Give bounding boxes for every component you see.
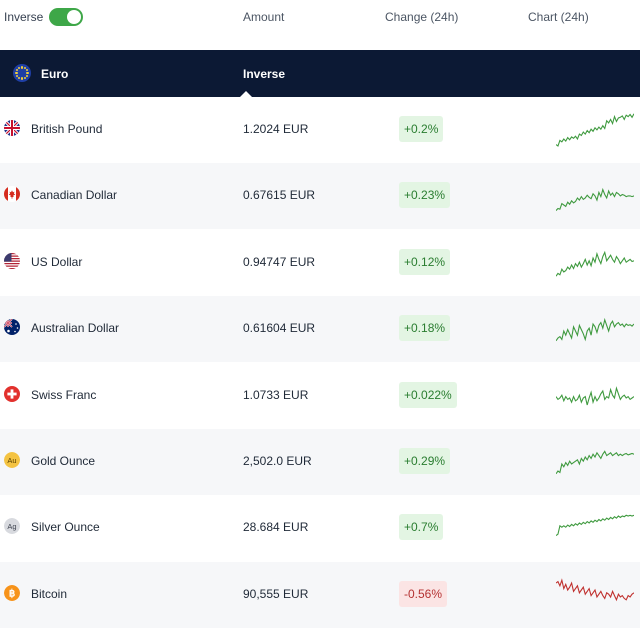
table-row[interactable]: Au Gold Ounce 2,502.0 EUR +0.29% — [0, 429, 640, 495]
sparkline-line — [556, 250, 634, 277]
change-badge: +0.23% — [399, 182, 451, 209]
sparkline-line — [556, 450, 634, 475]
table-row[interactable]: British Pound 1.2024 EUR +0.2% — [0, 97, 640, 163]
currency-name[interactable]: British Pound — [31, 122, 103, 136]
change-column-header[interactable]: Change (24h) — [385, 10, 459, 24]
base-currency-name: Euro — [41, 67, 69, 81]
sparkline-chart[interactable] — [556, 177, 634, 213]
eu-star — [15, 74, 19, 77]
table-row[interactable]: ฿ Bitcoin 90,555 EUR -0.56% — [0, 561, 640, 628]
eu-star — [18, 76, 21, 80]
eu-star — [15, 71, 18, 75]
swiss-flag-icon — [4, 385, 20, 402]
sparkline-chart[interactable] — [556, 443, 634, 479]
currency-amount: 0.67615 EUR — [243, 188, 316, 203]
currency-name[interactable]: Canadian Dollar — [31, 188, 118, 203]
sparkline-chart[interactable] — [556, 111, 634, 147]
change-badge: +0.12% — [399, 248, 451, 275]
currency-name[interactable]: US Dollar — [31, 254, 83, 269]
base-inverse-label: Inverse — [243, 67, 286, 81]
change-badge: +0.2% — [399, 116, 444, 142]
eu-star — [23, 76, 26, 80]
canada-flag-icon — [4, 186, 20, 203]
currency-amount: 90,555 EUR — [243, 586, 309, 601]
gold-au-icon: Au — [4, 452, 20, 468]
svg-text:฿: ฿ — [9, 588, 15, 599]
currency-amount: 0.61604 EUR — [243, 321, 316, 336]
table-row[interactable]: Swiss Franc 1.0733 EUR +0.022% — [0, 363, 640, 429]
sparkline-chart[interactable] — [556, 244, 634, 280]
sparkline-chart[interactable] — [556, 509, 634, 545]
sparkline-line — [556, 318, 634, 342]
inverse-toggle[interactable] — [49, 8, 84, 26]
eu-star — [25, 69, 29, 72]
change-badge: +0.18% — [399, 315, 451, 342]
pointer-caret — [240, 91, 252, 97]
toggle-knob — [67, 10, 82, 24]
eu-flag-icon — [13, 64, 31, 82]
currency-amount: 1.2024 EUR — [243, 122, 309, 136]
inverse-toggle-label: Inverse — [4, 10, 44, 24]
sparkline-line — [556, 515, 634, 537]
currency-name[interactable]: Australian Dollar — [31, 321, 120, 336]
sparkline-line — [556, 188, 634, 212]
currency-amount: 2,502.0 EUR — [243, 454, 312, 468]
us-flag-icon — [4, 252, 20, 269]
eu-star — [25, 74, 29, 77]
currency-amount: 28.684 EUR — [243, 520, 309, 535]
sparkline-chart[interactable] — [556, 310, 634, 346]
uk-flag-icon — [4, 120, 20, 136]
eu-star — [20, 77, 24, 80]
sparkline-chart[interactable] — [556, 576, 634, 612]
base-currency-bar: Euro Inverse — [0, 50, 640, 97]
table-row[interactable]: Australian Dollar 0.61604 EUR +0.18% — [0, 296, 640, 363]
table-row[interactable]: Canadian Dollar 0.67615 EUR +0.23% — [0, 163, 640, 230]
currency-name[interactable]: Gold Ounce — [31, 454, 96, 468]
bitcoin-icon: ฿ — [4, 584, 20, 601]
eu-star — [18, 66, 21, 70]
svg-text:Au: Au — [7, 456, 16, 465]
chart-column-header[interactable]: Chart (24h) — [528, 10, 589, 24]
table-row[interactable]: US Dollar 0.94747 EUR +0.12% — [0, 230, 640, 296]
eu-star — [15, 69, 19, 72]
eu-star — [26, 71, 29, 75]
sparkline-line — [556, 113, 634, 147]
amount-column-header[interactable]: Amount — [243, 10, 285, 24]
currency-name[interactable]: Swiss Franc — [31, 387, 97, 402]
currency-name[interactable]: Bitcoin — [31, 586, 68, 601]
change-badge: +0.29% — [399, 448, 451, 474]
silver-ag-icon: Ag — [4, 518, 20, 535]
sparkline-line — [556, 578, 634, 602]
australia-flag-icon — [4, 319, 20, 336]
currency-name[interactable]: Silver Ounce — [31, 520, 100, 535]
sparkline-chart[interactable] — [556, 377, 634, 413]
currency-amount: 0.94747 EUR — [243, 254, 316, 269]
eu-star — [20, 66, 24, 69]
change-badge: +0.7% — [399, 514, 444, 541]
eu-star — [23, 66, 26, 70]
table-header: Inverse Amount Change (24h) Chart (24h) — [0, 0, 640, 50]
inverse-toggle-group[interactable]: Inverse — [4, 8, 84, 26]
currency-amount: 1.0733 EUR — [243, 387, 309, 402]
table-row[interactable]: Ag Silver Ounce 28.684 EUR +0.7% — [0, 495, 640, 561]
sparkline-line — [556, 385, 634, 405]
change-badge: +0.022% — [399, 381, 457, 408]
svg-text:Ag: Ag — [7, 522, 16, 531]
change-badge: -0.56% — [399, 580, 448, 607]
